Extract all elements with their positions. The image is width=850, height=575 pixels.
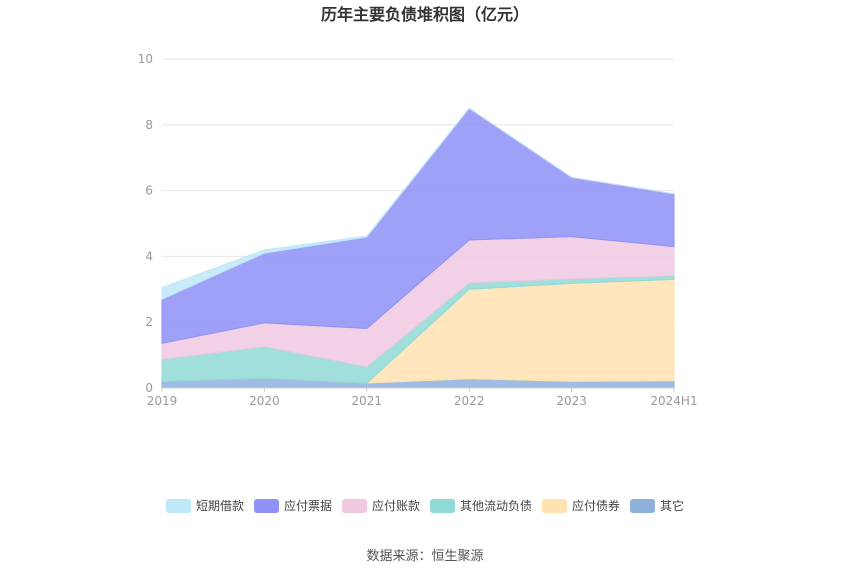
x-tick-label: 2021: [352, 394, 383, 408]
areas: [161, 107, 675, 389]
legend-label: 短期借款: [196, 499, 244, 513]
legend-swatch: [542, 499, 567, 513]
y-tick-label: 10: [138, 52, 153, 66]
x-tick-label: 2019: [147, 394, 178, 408]
legend-label: 其它: [660, 498, 684, 513]
legend-item[interactable]: 应付债券: [542, 498, 620, 513]
legend-swatch: [166, 499, 191, 513]
y-tick-label: 6: [145, 184, 153, 198]
legend-swatch: [430, 499, 455, 513]
x-tick-label: 2023: [556, 394, 587, 408]
x-tick-label: 2024H1: [650, 394, 697, 408]
legend-swatch: [342, 499, 367, 513]
legend-swatch: [254, 499, 279, 513]
legend-item[interactable]: 短期借款: [166, 499, 244, 513]
x-tick-label: 2020: [249, 394, 280, 408]
chart-title: 历年主要负债堆积图（亿元）: [321, 5, 529, 24]
x-tick-label: 2022: [454, 394, 485, 408]
legend-label: 应付账款: [372, 498, 420, 513]
y-tick-label: 0: [145, 381, 153, 395]
legend-item[interactable]: 应付票据: [254, 498, 332, 513]
legend-item[interactable]: 其他流动负债: [430, 499, 532, 513]
legend-item[interactable]: 应付账款: [342, 498, 420, 513]
y-tick-label: 4: [145, 249, 153, 263]
legend: 短期借款 应付票据 应付账款 其他流动负债 应付债券 其它: [166, 498, 684, 513]
area-series: [161, 107, 675, 300]
legend-item[interactable]: 其它: [630, 498, 684, 513]
data-source: 数据来源：恒生聚源: [366, 549, 484, 564]
legend-label: 应付债券: [572, 498, 620, 513]
legend-label: 其他流动负债: [460, 499, 532, 513]
y-tick-label: 2: [145, 315, 153, 329]
axes: 0 2 4 6 8 10 2019 2020 2021 2022 2023 2024H1: [138, 52, 698, 408]
y-tick-label: 8: [145, 118, 153, 132]
legend-label: 应付票据: [284, 498, 332, 513]
legend-swatch: [630, 499, 655, 513]
